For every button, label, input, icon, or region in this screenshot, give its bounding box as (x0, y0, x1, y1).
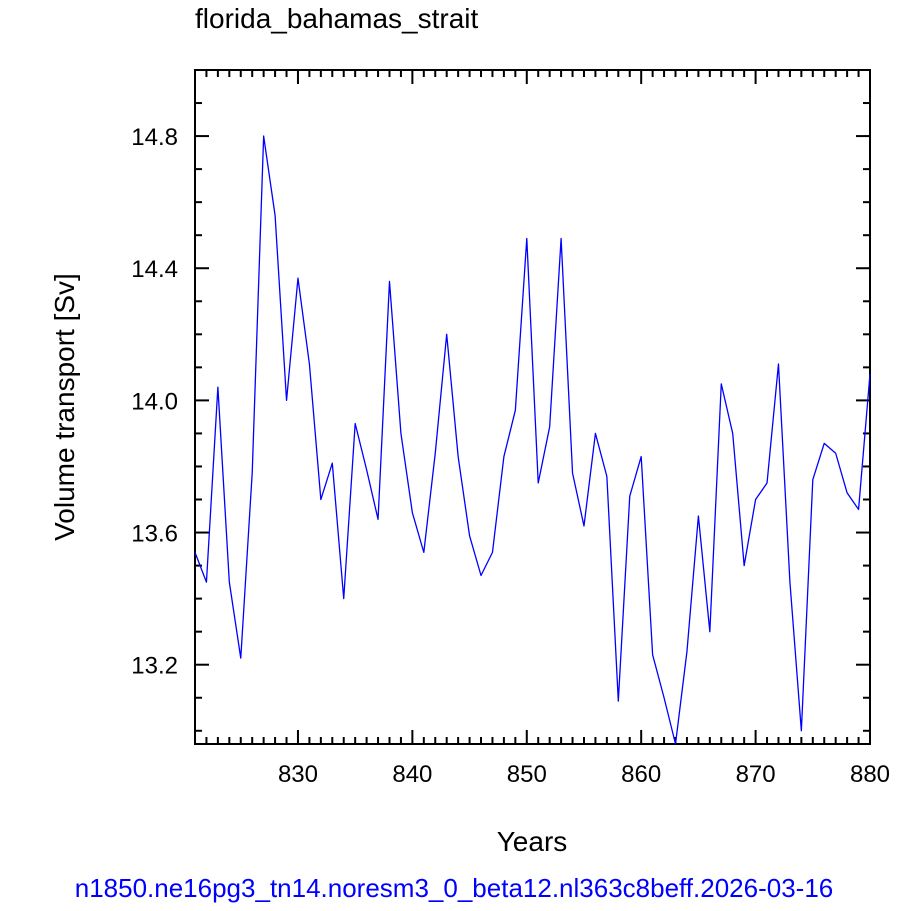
x-tick-label: 850 (507, 761, 547, 788)
x-tick-label: 870 (736, 761, 776, 788)
y-axis-title: Volume transport [Sv] (49, 273, 80, 541)
series-layer (194, 135, 871, 745)
axis-tick-labels: 830 840 850 860 870 880 13.2 13.6 14.0 14.4 14.8 (131, 124, 890, 788)
y-tick-label: 14.0 (131, 388, 178, 415)
x-tick-label: 880 (850, 761, 890, 788)
x-tick-label: 840 (392, 761, 432, 788)
y-tick-label: 13.2 (131, 653, 178, 680)
plot-border (194, 69, 871, 745)
x-tick-label: 860 (621, 761, 661, 788)
chart-title: florida_bahamas_strait (195, 3, 478, 34)
plot-frame (194, 69, 871, 745)
caption-text: n1850.ne16pg3_tn14.noresm3_0_beta12.nl36… (75, 873, 834, 903)
x-axis-title: Years (497, 826, 568, 857)
y-tick-label: 13.6 (131, 521, 178, 548)
y-tick-label: 14.4 (131, 256, 178, 283)
axis-ticks (194, 69, 871, 744)
y-tick-label: 14.8 (131, 124, 178, 151)
series-line (194, 135, 871, 745)
x-tick-label: 830 (278, 761, 318, 788)
